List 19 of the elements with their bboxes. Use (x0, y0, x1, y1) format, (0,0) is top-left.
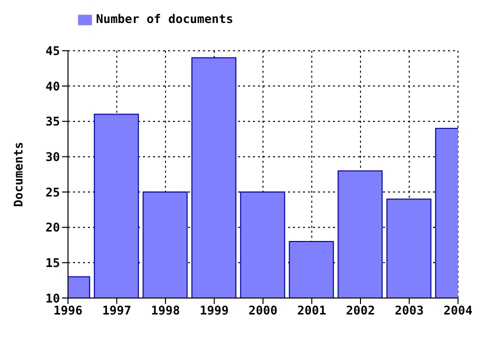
x-tick-label: 2001 (297, 304, 326, 318)
x-tick-label: 1996 (54, 304, 82, 318)
x-tick-label: 1997 (102, 304, 132, 318)
y-tick-label: 20 (46, 220, 60, 235)
y-tick-label: 40 (46, 79, 60, 94)
y-tick-label: 45 (46, 44, 60, 58)
x-tick-label: 1998 (151, 304, 180, 318)
x-tick-label: 1999 (200, 304, 229, 318)
y-tick-label: 30 (46, 150, 60, 164)
y-tick-label: 10 (46, 291, 60, 306)
y-tick-label: 25 (46, 185, 60, 200)
y-axis-title: Documents (11, 142, 26, 207)
x-tick-label: 2002 (346, 304, 375, 318)
y-tick-label: 15 (46, 256, 60, 270)
y-tick-label: 35 (46, 114, 60, 129)
legend-label: Number of documents (96, 12, 234, 26)
x-tick-label: 2004 (444, 304, 472, 318)
x-tick-label: 2000 (248, 304, 278, 318)
x-tick-label: 2003 (394, 304, 424, 318)
